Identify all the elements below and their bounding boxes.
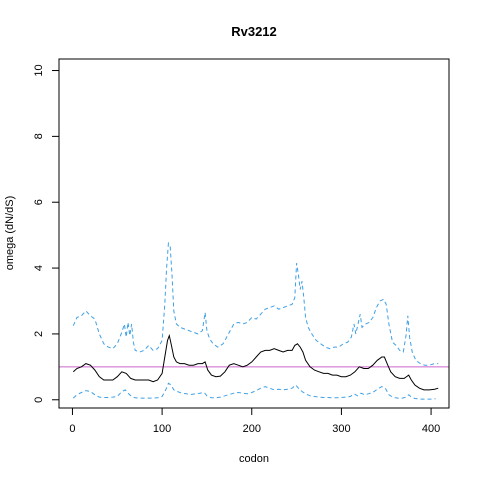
y-tick-label: 10 <box>33 64 45 76</box>
y-tick-label: 0 <box>33 397 45 403</box>
x-axis: 0 100 200 300 400 <box>69 407 440 435</box>
x-axis-label: codon <box>239 453 269 465</box>
chart-title: Rv3212 <box>231 24 277 39</box>
plot-area <box>59 241 449 400</box>
estimate-line <box>72 333 439 391</box>
plot-frame <box>58 58 450 409</box>
upper-bound-line <box>72 241 439 366</box>
y-axis-label: omega (dN/dS) <box>4 196 16 271</box>
y-tick-label: 4 <box>33 265 45 271</box>
y-tick-label: 2 <box>33 331 45 337</box>
y-tick-label: 8 <box>33 133 45 139</box>
x-tick-label: 0 <box>69 423 75 435</box>
x-tick-label: 100 <box>153 423 171 435</box>
x-tick-label: 300 <box>332 423 350 435</box>
y-tick-label: 6 <box>33 199 45 205</box>
lower-bound-line <box>72 382 436 400</box>
y-axis: 0 2 4 6 8 10 <box>33 64 60 403</box>
x-tick-label: 400 <box>422 423 440 435</box>
x-tick-label: 200 <box>243 423 261 435</box>
